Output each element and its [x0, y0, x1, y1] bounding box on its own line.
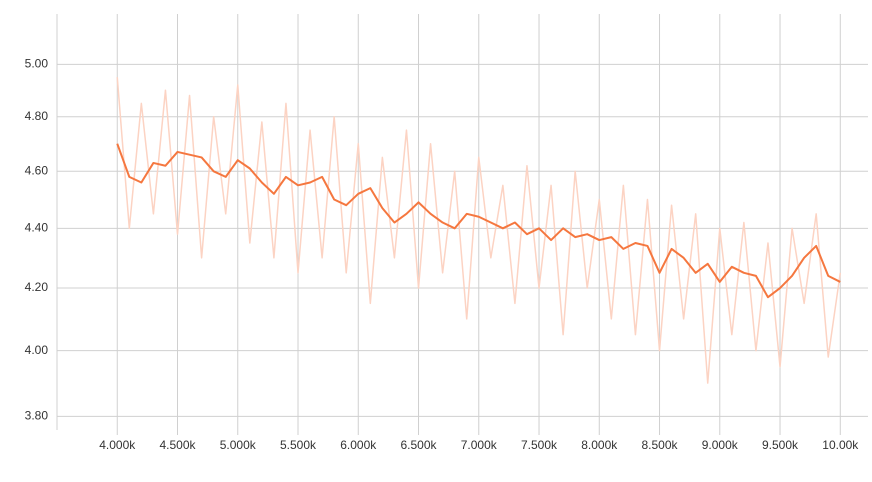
- x-tick-label: 6.000k: [340, 438, 377, 452]
- y-tick-label: 4.60: [25, 163, 49, 177]
- x-tick-label: 5.000k: [220, 438, 257, 452]
- x-tick-label: 4.000k: [99, 438, 136, 452]
- line-series: [116, 143, 841, 299]
- x-tick-label: 5.500k: [280, 438, 317, 452]
- y-tick-label: 4.80: [25, 109, 49, 123]
- x-tick-label: 8.500k: [642, 438, 679, 452]
- x-tick-label: 7.500k: [521, 438, 558, 452]
- y-tick-label: 4.40: [25, 221, 49, 235]
- x-tick-label: 8.000k: [581, 438, 618, 452]
- x-tick-label: 10.00k: [822, 438, 859, 452]
- x-tick-label: 9.000k: [702, 438, 739, 452]
- y-tick-label: 3.80: [25, 409, 49, 423]
- x-tick-label: 7.000k: [461, 438, 498, 452]
- y-tick-label: 5.00: [25, 56, 49, 70]
- y-tick-label: 4.20: [25, 280, 49, 294]
- x-tick-label: 4.500k: [159, 438, 196, 452]
- line-series: [116, 77, 842, 384]
- y-tick-label: 4.00: [25, 343, 49, 357]
- x-tick-label: 6.500k: [400, 438, 437, 452]
- x-tick-label: 9.500k: [762, 438, 799, 452]
